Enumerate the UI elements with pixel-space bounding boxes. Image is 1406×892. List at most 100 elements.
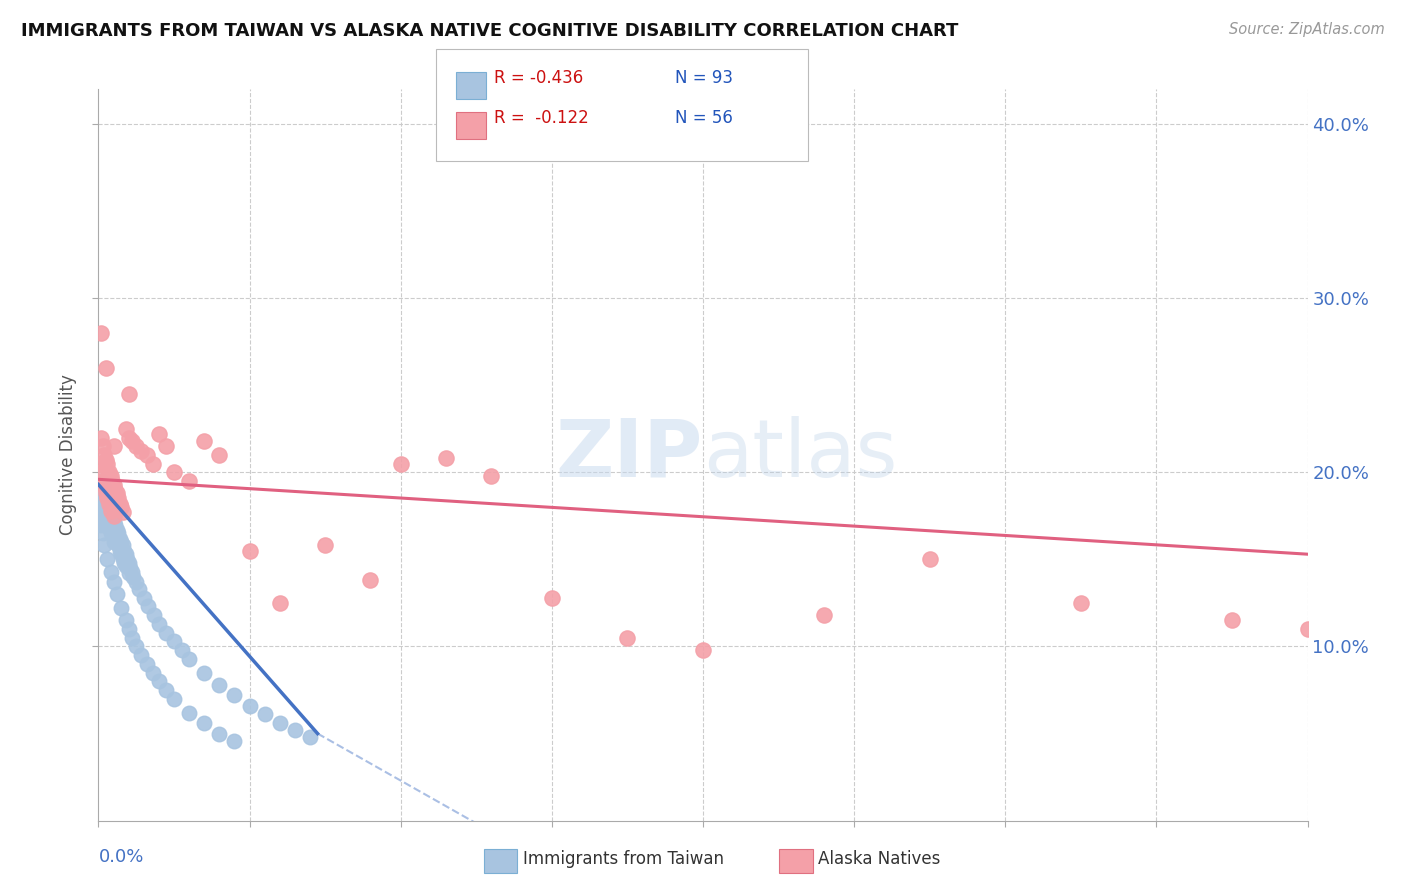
Point bbox=[155, 625, 177, 640]
Point bbox=[115, 552, 138, 566]
Point bbox=[692, 643, 714, 657]
Point bbox=[239, 698, 262, 713]
Point bbox=[107, 491, 129, 506]
Point bbox=[1070, 596, 1092, 610]
Text: IMMIGRANTS FROM TAIWAN VS ALASKA NATIVE COGNITIVE DISABILITY CORRELATION CHART: IMMIGRANTS FROM TAIWAN VS ALASKA NATIVE … bbox=[21, 22, 959, 40]
Point bbox=[918, 552, 941, 566]
Point bbox=[129, 444, 152, 458]
Point bbox=[114, 613, 136, 627]
Point bbox=[110, 601, 132, 615]
Point bbox=[163, 691, 186, 706]
Point bbox=[155, 683, 177, 698]
Point bbox=[118, 556, 141, 570]
Point bbox=[143, 608, 166, 623]
Point bbox=[132, 591, 155, 605]
Point bbox=[111, 552, 134, 566]
Point bbox=[103, 477, 125, 491]
Point bbox=[193, 716, 215, 731]
Point bbox=[224, 733, 246, 747]
Point bbox=[108, 497, 131, 511]
Point bbox=[103, 508, 125, 523]
Point bbox=[179, 474, 201, 488]
Point bbox=[96, 495, 118, 509]
Point bbox=[90, 517, 112, 532]
Point bbox=[101, 474, 124, 488]
Point bbox=[103, 535, 125, 549]
Text: atlas: atlas bbox=[703, 416, 897, 494]
Point bbox=[299, 730, 322, 744]
Point bbox=[540, 591, 562, 605]
Point bbox=[107, 539, 129, 553]
Point bbox=[434, 451, 457, 466]
Point bbox=[94, 453, 117, 467]
Point bbox=[94, 500, 117, 515]
Point bbox=[90, 474, 112, 488]
Point bbox=[193, 665, 215, 680]
Point bbox=[118, 430, 141, 444]
Point bbox=[108, 532, 131, 546]
Point bbox=[125, 575, 148, 590]
Point bbox=[120, 561, 142, 575]
Point bbox=[208, 678, 231, 692]
Point bbox=[118, 387, 141, 401]
Point bbox=[107, 526, 129, 541]
Point bbox=[193, 434, 215, 448]
Point bbox=[89, 483, 111, 497]
Point bbox=[112, 556, 135, 570]
Point bbox=[90, 466, 112, 480]
Point bbox=[93, 497, 115, 511]
Point bbox=[121, 434, 143, 448]
Point bbox=[136, 599, 159, 614]
Point bbox=[135, 448, 157, 462]
Point bbox=[105, 486, 128, 500]
Point bbox=[98, 466, 121, 480]
Point bbox=[96, 505, 118, 519]
Point bbox=[98, 508, 121, 523]
Point bbox=[389, 457, 412, 471]
Point bbox=[103, 575, 125, 590]
Point bbox=[90, 326, 112, 340]
Point bbox=[239, 543, 262, 558]
Text: Source: ZipAtlas.com: Source: ZipAtlas.com bbox=[1229, 22, 1385, 37]
Point bbox=[269, 716, 291, 731]
Point bbox=[125, 439, 148, 453]
Point bbox=[91, 503, 114, 517]
Point bbox=[91, 474, 114, 488]
Point bbox=[142, 457, 165, 471]
Point bbox=[93, 486, 115, 500]
Point bbox=[481, 468, 503, 483]
Point bbox=[100, 503, 122, 517]
Point bbox=[104, 483, 127, 497]
Point bbox=[121, 631, 143, 645]
Point bbox=[89, 491, 111, 506]
Point bbox=[96, 552, 118, 566]
Text: R =  -0.122: R = -0.122 bbox=[494, 109, 588, 127]
Point bbox=[100, 526, 122, 541]
Point bbox=[155, 439, 177, 453]
Y-axis label: Cognitive Disability: Cognitive Disability bbox=[59, 375, 77, 535]
Point bbox=[208, 726, 231, 740]
Point bbox=[100, 468, 122, 483]
Point bbox=[91, 439, 114, 453]
Point bbox=[224, 688, 246, 702]
Text: ZIP: ZIP bbox=[555, 416, 703, 494]
Point bbox=[253, 707, 276, 722]
Point bbox=[104, 517, 127, 532]
Point bbox=[122, 570, 145, 584]
Text: Alaska Natives: Alaska Natives bbox=[818, 850, 941, 868]
Point bbox=[314, 539, 336, 553]
Point bbox=[179, 706, 201, 720]
Point bbox=[121, 565, 143, 579]
Text: 0.0%: 0.0% bbox=[98, 848, 143, 866]
Point bbox=[100, 514, 122, 528]
Point bbox=[96, 457, 118, 471]
Point bbox=[269, 596, 291, 610]
Point bbox=[89, 457, 111, 471]
Point bbox=[111, 539, 134, 553]
Point bbox=[360, 574, 382, 588]
Point bbox=[148, 616, 170, 631]
Point bbox=[148, 674, 170, 689]
Text: Immigrants from Taiwan: Immigrants from Taiwan bbox=[523, 850, 724, 868]
Point bbox=[114, 559, 136, 574]
Point bbox=[98, 521, 121, 535]
